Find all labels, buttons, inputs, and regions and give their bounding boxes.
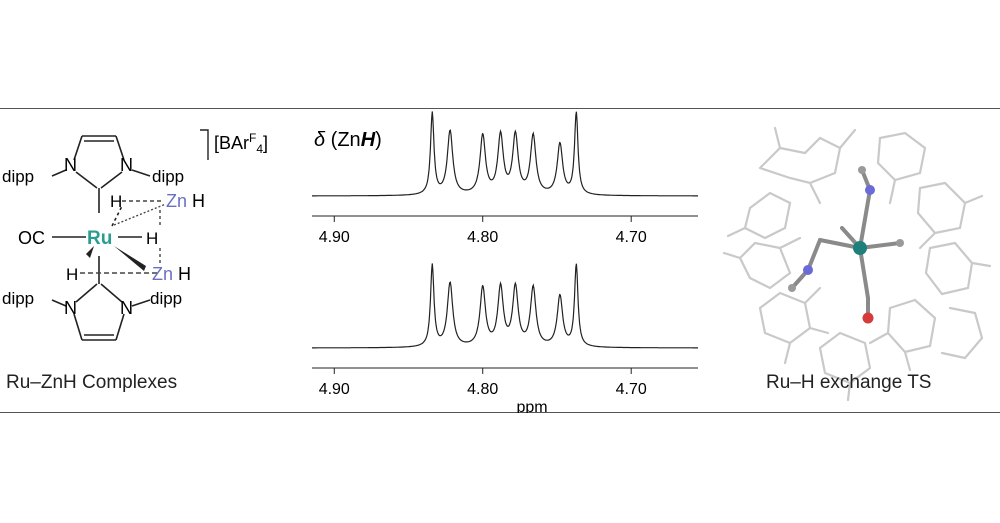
structure-panel: dipp N N dipp H Zn H OC Ru H H Zn H dipp… — [0, 108, 300, 413]
spectrum-trace-bottom — [312, 263, 698, 349]
right-caption: Ru–H exchange TS — [766, 372, 932, 393]
counterion: [BArF4] — [214, 131, 268, 156]
h-atom-left — [788, 284, 796, 292]
left-caption: Ru–ZnH Complexes — [6, 372, 178, 393]
agostic-interactions — [80, 200, 167, 274]
h-upper: H — [110, 192, 122, 211]
spectrum-top: 4.90 4.80 4.70 — [312, 111, 698, 246]
tick-label-0-2: 4.70 — [616, 229, 647, 246]
ts-molecular-model — [722, 126, 992, 402]
nmr-spectra: δ (ZnH) 4.90 4.80 4.70 4.90 4.80 4.70 ppm — [312, 111, 698, 416]
top-nhc-ring — [51, 135, 151, 213]
spectrum-bottom: 4.90 4.80 4.70 — [312, 263, 698, 398]
o-atom — [862, 312, 874, 324]
h-atom-top — [858, 166, 866, 174]
ligand-wireframe — [722, 126, 992, 402]
spectrum-title: δ (ZnH) — [314, 129, 382, 151]
tick-label-1-2: 4.70 — [616, 381, 647, 398]
dipp-bottom-right: dipp — [150, 289, 182, 308]
charge-bracket — [200, 129, 209, 160]
h-atom-right — [896, 239, 904, 247]
ru-bonds — [52, 205, 142, 238]
spectrum-trace-top — [312, 111, 698, 197]
nmr-panel: δ (ZnH) 4.90 4.80 4.70 4.90 4.80 4.70 ppm — [300, 108, 710, 416]
h-right: H — [146, 229, 158, 248]
tick-label-1-0: 4.90 — [319, 381, 350, 398]
dipp-top-right: dipp — [152, 167, 184, 186]
wedge-bond-h — [86, 246, 94, 258]
zn-bottom: Zn — [152, 264, 173, 284]
figure-frame — [0, 108, 1000, 413]
tick-label-1-1: 4.80 — [467, 381, 498, 398]
n-atom-top — [865, 185, 875, 195]
ru-znh-structure: dipp N N dipp H Zn H OC Ru H H Zn H dipp… — [2, 129, 268, 341]
n-top-left: N — [64, 155, 77, 175]
zn-top-h: H — [192, 191, 205, 211]
oc-ligand: OC — [18, 228, 45, 248]
ts-panel: Ru–H exchange TS — [720, 108, 1000, 413]
tick-label-0-0: 4.90 — [319, 229, 350, 246]
tick-label-0-1: 4.80 — [467, 229, 498, 246]
core-bonds — [790, 168, 902, 320]
wedge-bond-zn — [114, 246, 146, 271]
zn-bottom-h: H — [178, 264, 191, 284]
dipp-top-left: dipp — [2, 167, 34, 186]
dipp-bottom-left: dipp — [2, 289, 34, 308]
n-bottom-right: N — [120, 298, 133, 318]
n-bottom-left: N — [64, 298, 77, 318]
ru-center: Ru — [87, 228, 112, 249]
zn-top: Zn — [166, 191, 187, 211]
n-atom-left — [803, 265, 813, 275]
ru-atom — [853, 241, 867, 255]
n-top-right: N — [120, 155, 133, 175]
h-lower: H — [66, 265, 78, 284]
x-axis-unit: ppm — [516, 399, 547, 413]
bottom-nhc-ring — [51, 256, 151, 341]
